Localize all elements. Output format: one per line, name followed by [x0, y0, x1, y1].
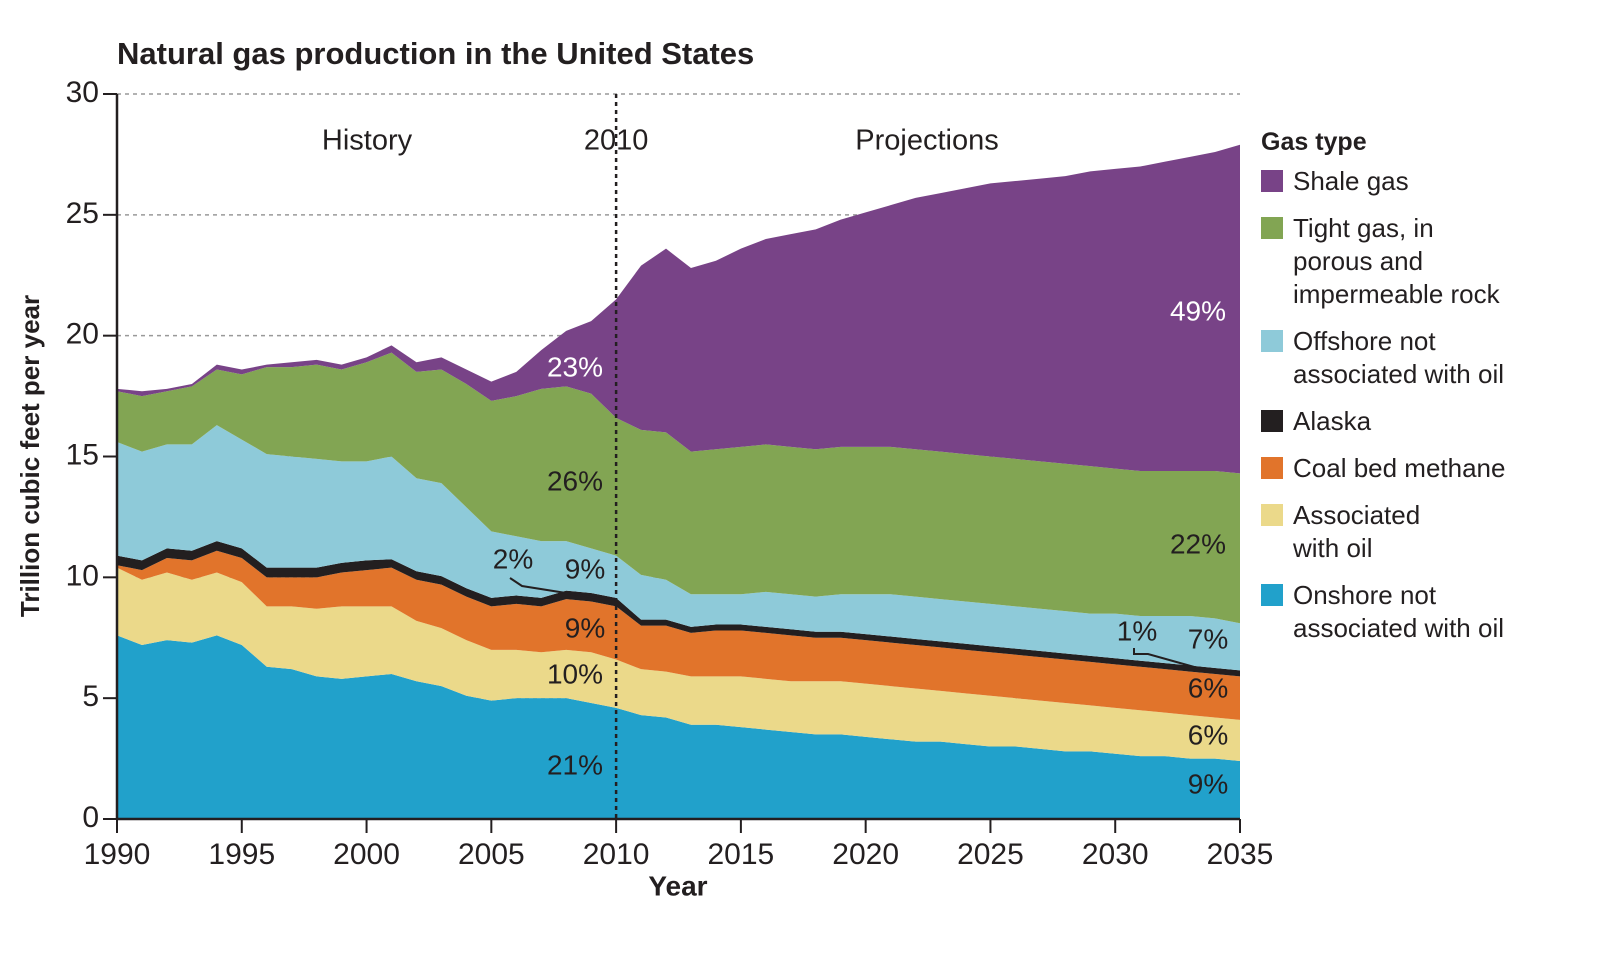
y-tick-label: 15 [66, 438, 99, 471]
share-label: 10% [547, 658, 603, 689]
area [117, 425, 1240, 671]
period-label: History [322, 125, 413, 157]
y-tick-label: 30 [66, 76, 99, 109]
legend-label: Shale gas [1293, 166, 1409, 196]
legend-label: Tight gas, in porous and impermeable roc… [1293, 213, 1500, 309]
legend-item: Alaska [1261, 405, 1561, 438]
area [117, 352, 1240, 624]
period-label: Projections [855, 125, 998, 157]
legend-swatch [1261, 170, 1283, 192]
area [117, 567, 1240, 761]
share-label: 9% [565, 553, 605, 584]
area [117, 144, 1240, 474]
x-tick-label: 2000 [333, 838, 400, 871]
y-tick-label: 5 [82, 680, 99, 713]
legend-swatch [1261, 410, 1283, 432]
y-tick-label: 25 [66, 197, 99, 230]
chart-title: Natural gas production in the United Sta… [117, 36, 754, 71]
legend: Gas type Shale gas Tight gas, in porous a… [1261, 128, 1561, 659]
legend-swatch [1261, 457, 1283, 479]
legend-swatch [1261, 217, 1283, 239]
divider-label: 2010 [584, 125, 649, 157]
y-tick-label: 0 [82, 801, 99, 834]
share-label: 49% [1170, 295, 1226, 326]
y-tick-label: 10 [66, 559, 99, 592]
x-axis-label: Year [648, 870, 707, 901]
share-label: 22% [1170, 528, 1226, 559]
y-axis-label: Trillion cubic feet per year [15, 295, 45, 617]
leader-line [1133, 648, 1206, 671]
share-label: 9% [565, 612, 605, 643]
legend-label: Associated with oil [1293, 500, 1421, 563]
legend-item: Onshore not associated with oil [1261, 579, 1561, 645]
x-tick-label: 1990 [84, 838, 151, 871]
legend-label: Offshore not associated with oil [1293, 326, 1504, 389]
legend-label: Alaska [1293, 406, 1372, 436]
legend-item: Tight gas, in porous and impermeable roc… [1261, 212, 1561, 311]
legend-label: Onshore not associated with oil [1293, 580, 1504, 643]
legend-label: Coal bed methane [1293, 453, 1506, 483]
leader-line [509, 577, 611, 601]
x-tick-label: 2010 [583, 838, 650, 871]
x-tick-label: 2035 [1207, 838, 1274, 871]
x-tick-label: 2005 [458, 838, 525, 871]
area [117, 635, 1240, 819]
share-label: 2% [493, 543, 533, 574]
legend-item: Coal bed methane [1261, 452, 1561, 485]
share-label: 1% [1117, 615, 1157, 646]
share-label: 7% [1188, 623, 1228, 654]
legend-swatch [1261, 504, 1283, 526]
area [117, 550, 1240, 720]
share-label: 23% [547, 351, 603, 382]
share-label: 26% [547, 465, 603, 496]
share-label: 21% [547, 749, 603, 780]
legend-swatch [1261, 584, 1283, 606]
area [117, 541, 1240, 677]
legend-item: Associated with oil [1261, 499, 1561, 565]
x-tick-label: 2025 [957, 838, 1024, 871]
share-label: 9% [1188, 768, 1228, 799]
y-tick-label: 20 [66, 318, 99, 351]
legend-item: Offshore not associated with oil [1261, 325, 1561, 391]
x-tick-label: 2015 [708, 838, 775, 871]
x-tick-label: 2020 [832, 838, 899, 871]
legend-swatch [1261, 330, 1283, 352]
legend-title: Gas type [1261, 128, 1367, 156]
x-tick-label: 2030 [1082, 838, 1149, 871]
x-tick-label: 1995 [208, 838, 275, 871]
share-label: 6% [1188, 672, 1228, 703]
share-label: 6% [1188, 719, 1228, 750]
legend-item: Shale gas [1261, 165, 1561, 198]
